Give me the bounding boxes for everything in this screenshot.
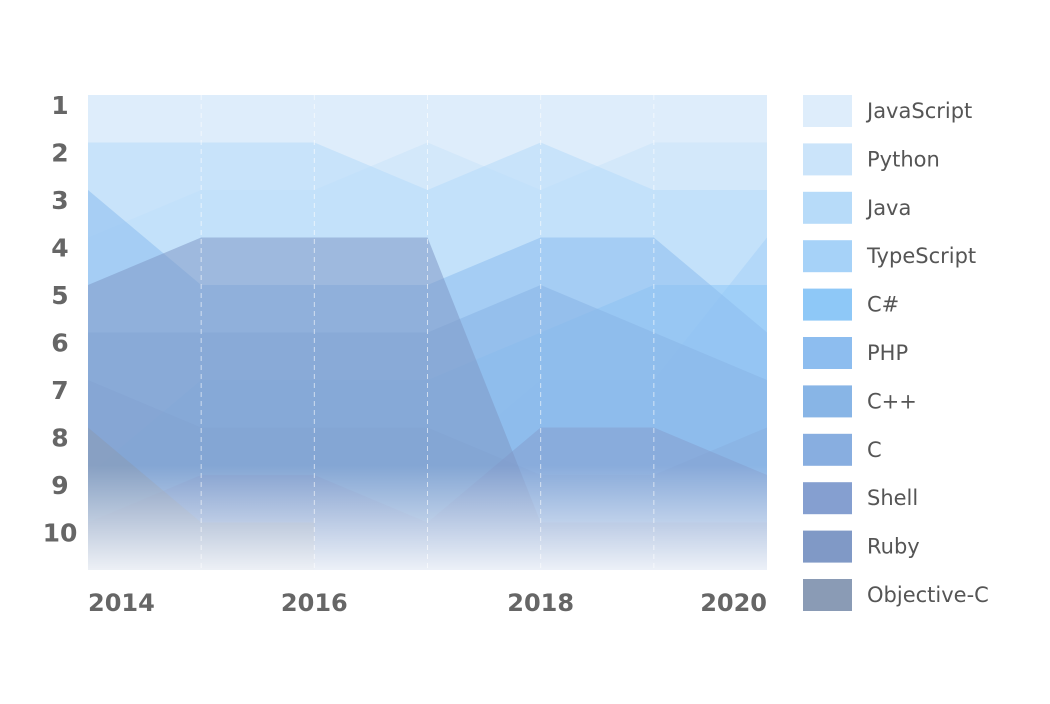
y-tick-label: 3 — [51, 186, 68, 215]
y-tick-label: 6 — [51, 328, 68, 357]
legend-swatch — [803, 579, 852, 611]
legend-swatch — [803, 143, 852, 176]
legend-swatch — [803, 385, 852, 418]
y-tick-label: 8 — [51, 423, 68, 452]
legend-swatch — [803, 433, 852, 466]
y-tick-label: 1 — [51, 91, 68, 120]
x-tick-label: 2016 — [281, 589, 348, 617]
legend-label: Java — [865, 196, 911, 220]
x-tick-label: 2020 — [700, 589, 767, 617]
legend-swatch — [803, 191, 852, 224]
legend-label: C — [867, 438, 882, 462]
y-tick-label: 4 — [51, 233, 68, 262]
y-tick-label: 5 — [51, 281, 68, 310]
legend-label: Shell — [867, 486, 918, 510]
plot-area — [88, 95, 767, 570]
x-tick-label: 2018 — [507, 589, 574, 617]
legend-swatch — [803, 288, 852, 321]
legend-swatch — [803, 482, 852, 515]
x-tick-label: 2014 — [88, 589, 155, 617]
legend-swatch — [803, 240, 852, 273]
y-tick-label: 2 — [51, 138, 68, 167]
legend-label: TypeScript — [866, 244, 976, 268]
legend-swatch — [803, 337, 852, 369]
legend-swatch — [803, 530, 852, 563]
legend-label: Python — [867, 147, 940, 171]
legend-label: C++ — [867, 389, 917, 413]
y-tick-label: 9 — [51, 471, 68, 500]
legend-label: PHP — [867, 341, 908, 365]
legend-label: Objective-C — [867, 583, 989, 607]
legend-label: C# — [867, 293, 899, 317]
legend-swatch — [803, 95, 852, 127]
legend-label: Ruby — [867, 535, 920, 559]
legend-label: JavaScript — [865, 99, 972, 123]
y-tick-label: 7 — [51, 376, 68, 405]
y-tick-label: 10 — [43, 518, 78, 547]
